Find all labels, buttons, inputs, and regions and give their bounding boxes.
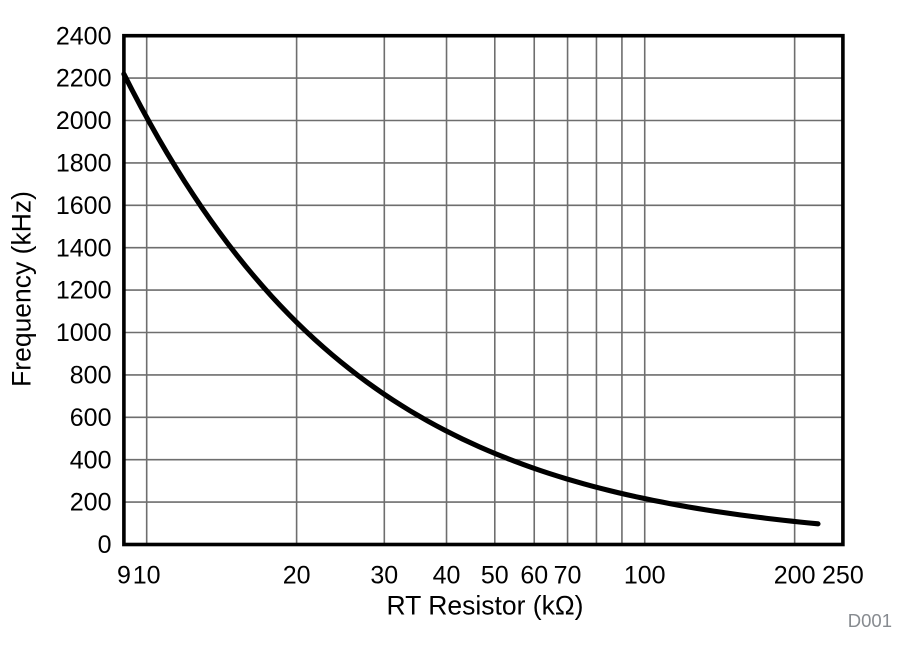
svg-text:200: 200 (774, 562, 816, 590)
svg-text:1600: 1600 (56, 192, 112, 220)
svg-text:9: 9 (117, 562, 131, 590)
svg-text:1400: 1400 (56, 234, 112, 262)
svg-text:20: 20 (283, 562, 311, 590)
svg-text:1000: 1000 (56, 319, 112, 347)
svg-text:250: 250 (822, 562, 864, 590)
svg-text:30: 30 (370, 562, 398, 590)
svg-text:400: 400 (70, 446, 112, 474)
svg-text:0: 0 (98, 531, 112, 559)
svg-text:D001: D001 (848, 610, 892, 631)
svg-text:10: 10 (133, 562, 161, 590)
svg-text:Frequency (kHz): Frequency (kHz) (7, 191, 37, 387)
svg-text:1800: 1800 (56, 150, 112, 178)
svg-text:1200: 1200 (56, 277, 112, 305)
svg-text:40: 40 (433, 562, 461, 590)
svg-text:2000: 2000 (56, 107, 112, 135)
svg-text:600: 600 (70, 404, 112, 432)
svg-text:50: 50 (481, 562, 509, 590)
svg-text:RT Resistor (kΩ): RT Resistor (kΩ) (387, 590, 584, 620)
svg-text:70: 70 (554, 562, 582, 590)
svg-text:200: 200 (70, 489, 112, 517)
svg-text:800: 800 (70, 362, 112, 390)
svg-text:2400: 2400 (56, 22, 112, 50)
svg-text:60: 60 (520, 562, 548, 590)
svg-text:100: 100 (624, 562, 666, 590)
svg-text:2200: 2200 (56, 65, 112, 93)
